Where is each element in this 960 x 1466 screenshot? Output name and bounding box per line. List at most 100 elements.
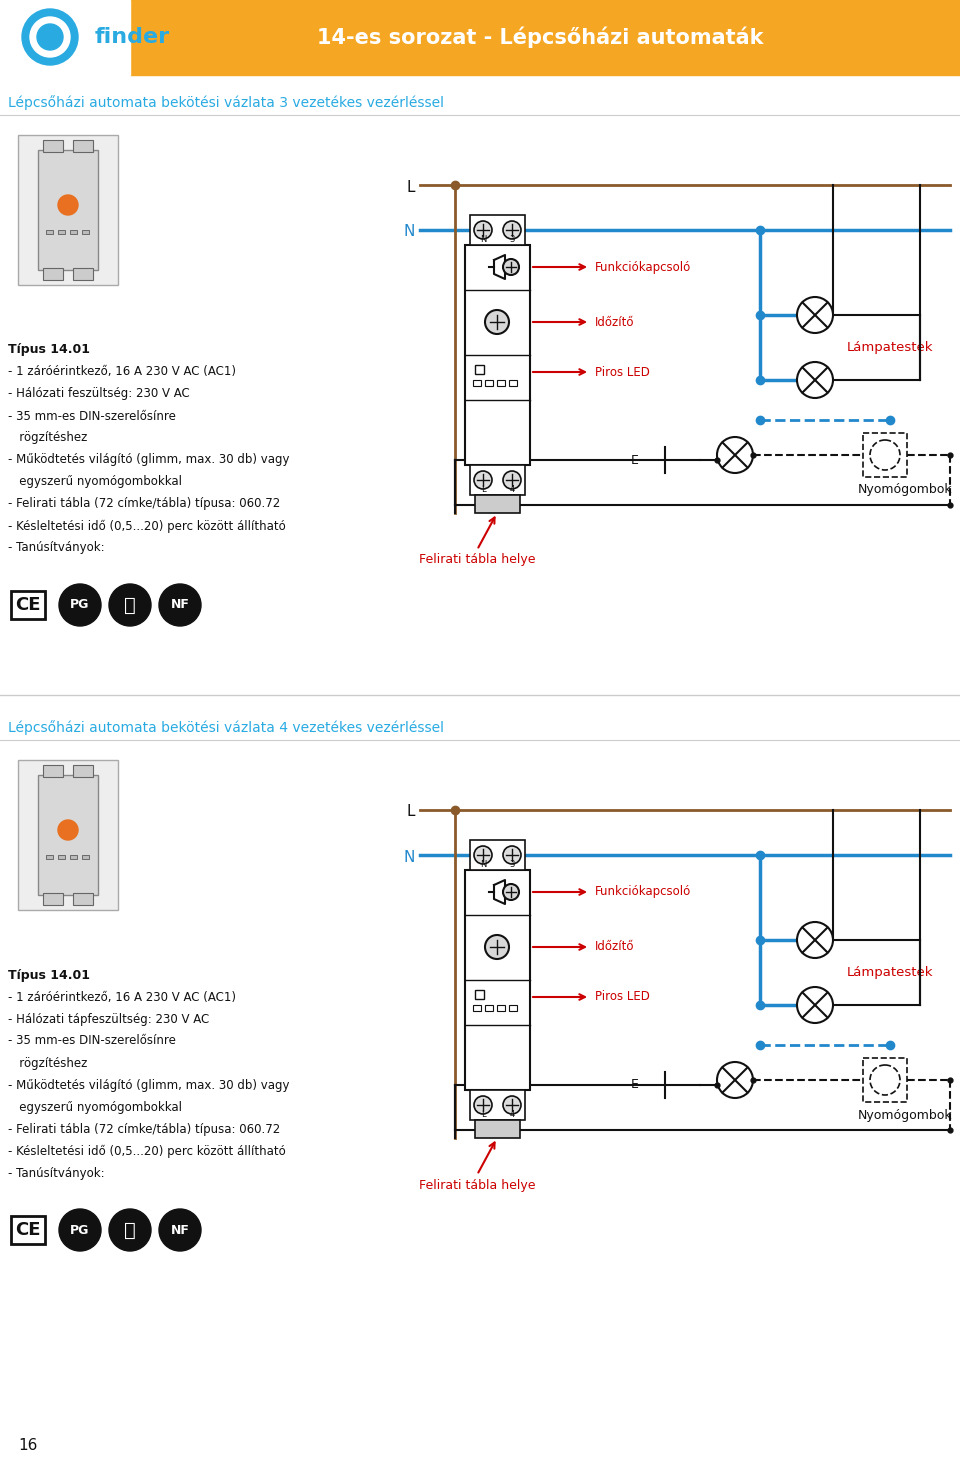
Text: 4: 4 — [510, 1110, 515, 1119]
Bar — [485, 1006, 493, 1012]
Circle shape — [797, 362, 833, 397]
Circle shape — [22, 9, 78, 65]
Text: L: L — [406, 805, 415, 819]
Bar — [18, 135, 118, 284]
Text: - Tanúsítványok:: - Tanúsítványok: — [8, 541, 105, 554]
Circle shape — [159, 1209, 201, 1250]
Bar — [43, 893, 63, 905]
Bar — [465, 245, 530, 465]
Bar — [46, 855, 53, 859]
Circle shape — [503, 259, 519, 276]
Bar — [485, 380, 493, 386]
Circle shape — [503, 471, 521, 490]
Bar — [70, 230, 77, 235]
Text: finder: finder — [95, 26, 170, 47]
Text: - 35 mm-es DIN-szerelősínre: - 35 mm-es DIN-szerelősínre — [8, 1035, 176, 1048]
Circle shape — [474, 1097, 492, 1114]
Text: Felirati tábla helye: Felirati tábla helye — [419, 554, 536, 566]
Circle shape — [717, 437, 753, 474]
Text: Nyomógombok: Nyomógombok — [857, 484, 952, 497]
Text: - Késleltetési idő (0,5...20) perc között állítható: - Késleltetési idő (0,5...20) perc közöt… — [8, 519, 286, 532]
Text: Időzítő: Időzítő — [595, 315, 635, 328]
Circle shape — [797, 922, 833, 957]
Bar — [509, 380, 517, 386]
Text: Lépcsőházi automata bekötési vázlata 4 vezetékes vezérléssel: Lépcsőházi automata bekötési vázlata 4 v… — [8, 721, 444, 736]
Text: 16: 16 — [18, 1438, 37, 1453]
Bar — [470, 1091, 525, 1120]
Text: Piros LED: Piros LED — [595, 991, 650, 1004]
Text: CE: CE — [15, 1221, 40, 1239]
Text: N: N — [480, 861, 486, 869]
Bar — [38, 150, 98, 270]
Text: E-: E- — [631, 453, 643, 466]
Bar — [43, 268, 63, 280]
Circle shape — [503, 846, 521, 863]
Text: Piros LED: Piros LED — [595, 365, 650, 378]
Text: CE: CE — [15, 597, 40, 614]
Text: egyszerű nyomógombokkal: egyszerű nyomógombokkal — [8, 475, 182, 488]
Circle shape — [485, 309, 509, 334]
Text: NF: NF — [171, 1224, 189, 1236]
Text: Felirati tábla helye: Felirati tábla helye — [419, 1179, 536, 1192]
Bar — [73, 268, 93, 280]
Text: Funkciókapcsoló: Funkciókapcsoló — [595, 885, 691, 899]
Text: L: L — [481, 1110, 486, 1119]
Bar — [18, 759, 118, 910]
Text: - Hálózati feszültség: 230 V AC: - Hálózati feszültség: 230 V AC — [8, 387, 190, 400]
Circle shape — [58, 819, 78, 840]
Text: Lámpatestek: Lámpatestek — [847, 966, 933, 979]
Text: PG: PG — [70, 1224, 89, 1236]
Bar — [475, 1120, 520, 1138]
Circle shape — [37, 23, 63, 50]
Text: N: N — [403, 224, 415, 239]
Bar — [43, 765, 63, 777]
Bar — [473, 380, 481, 386]
Text: - Felirati tábla (72 címke/tábla) típusa: 060.72: - Felirati tábla (72 címke/tábla) típusa… — [8, 497, 280, 510]
Bar — [38, 776, 98, 896]
Text: L: L — [481, 485, 486, 494]
Text: - 1 záróérintkező, 16 A 230 V AC (AC1): - 1 záróérintkező, 16 A 230 V AC (AC1) — [8, 991, 236, 1004]
Text: - 35 mm-es DIN-szerelősínre: - 35 mm-es DIN-szerelősínre — [8, 409, 176, 422]
Text: Ⓨ: Ⓨ — [124, 595, 136, 614]
Circle shape — [503, 1097, 521, 1114]
Bar — [465, 869, 530, 1091]
Bar — [70, 855, 77, 859]
Text: 3: 3 — [510, 235, 515, 243]
Text: 14-es sorozat - Lépcsőházi automaták: 14-es sorozat - Lépcsőházi automaták — [317, 26, 763, 48]
Bar — [497, 1006, 505, 1012]
Text: Időzítő: Időzítő — [595, 941, 635, 953]
Bar — [470, 840, 525, 869]
Circle shape — [159, 583, 201, 626]
Text: - Működtetés világító (glimm, max. 30 db) vagy: - Működtetés világító (glimm, max. 30 db… — [8, 453, 290, 466]
Circle shape — [59, 1209, 101, 1250]
Text: egyszerű nyomógombokkal: egyszerű nyomógombokkal — [8, 1101, 182, 1114]
Circle shape — [503, 884, 519, 900]
Circle shape — [109, 583, 151, 626]
Text: L: L — [406, 179, 415, 195]
Bar — [470, 216, 525, 245]
Text: - Felirati tábla (72 címke/tábla) típusa: 060.72: - Felirati tábla (72 címke/tábla) típusa… — [8, 1123, 280, 1136]
Bar — [58, 230, 65, 235]
Bar — [863, 432, 907, 476]
Bar — [43, 139, 63, 152]
Bar — [475, 496, 520, 513]
Bar — [475, 990, 484, 998]
Bar — [82, 230, 89, 235]
Text: PG: PG — [70, 598, 89, 611]
Circle shape — [474, 221, 492, 239]
Text: - 1 záróérintkező, 16 A 230 V AC (AC1): - 1 záróérintkező, 16 A 230 V AC (AC1) — [8, 365, 236, 378]
Text: Típus 14.01: Típus 14.01 — [8, 343, 90, 356]
Text: - Hálózati tápfeszültség: 230 V AC: - Hálózati tápfeszültség: 230 V AC — [8, 1013, 209, 1026]
Circle shape — [474, 846, 492, 863]
Bar — [73, 893, 93, 905]
Bar — [58, 855, 65, 859]
Circle shape — [797, 298, 833, 333]
Bar — [475, 365, 484, 374]
Bar — [863, 1058, 907, 1102]
Text: Nyomógombok: Nyomógombok — [857, 1108, 952, 1121]
Bar — [46, 230, 53, 235]
Text: - Késleltetési idő (0,5...20) perc között állítható: - Késleltetési idő (0,5...20) perc közöt… — [8, 1145, 286, 1158]
Circle shape — [717, 1061, 753, 1098]
Text: Funkciókapcsoló: Funkciókapcsoló — [595, 261, 691, 274]
Text: 4: 4 — [510, 485, 515, 494]
